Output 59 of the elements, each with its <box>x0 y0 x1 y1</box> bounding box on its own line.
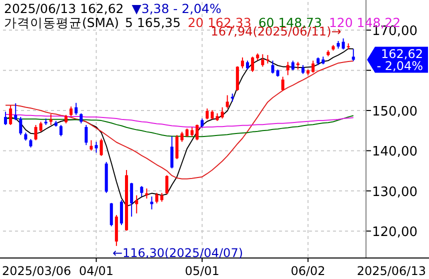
candlestick <box>240 56 244 69</box>
candlestick <box>39 121 42 132</box>
y-tick-label: 130,00 <box>372 184 418 200</box>
candlestick <box>34 124 38 141</box>
candlestick <box>140 186 144 198</box>
candlestick <box>251 56 254 72</box>
candlestick <box>130 182 134 218</box>
candlestick <box>94 141 98 154</box>
annotation: ▼3,38 - 2,04% <box>132 1 222 16</box>
candlestick <box>236 66 239 92</box>
candlestick <box>59 124 62 137</box>
candlestick <box>49 114 52 126</box>
text: 2025/06/13 <box>356 264 426 278</box>
text: 162,62 - 2,04% <box>376 46 423 73</box>
candlestick <box>70 106 73 117</box>
y-tick-label: 140,00 <box>372 144 418 160</box>
y-tick-label: 120,00 <box>372 225 418 240</box>
candlestick <box>9 104 12 126</box>
candlestick <box>4 111 8 126</box>
candlestick <box>210 110 214 120</box>
candlestick <box>342 38 345 50</box>
candlestick <box>281 76 284 92</box>
candlestick <box>110 202 113 227</box>
x-tick-label: 06/02 <box>290 264 326 278</box>
candlestick <box>90 140 93 152</box>
candlestick <box>271 60 274 74</box>
candlestick <box>14 102 18 121</box>
candlestick <box>135 194 138 214</box>
candlestick <box>120 200 123 226</box>
candlestick <box>220 106 224 120</box>
candlestick <box>261 54 264 68</box>
legend-title: 가격이동평균(SMA) <box>4 15 120 30</box>
candlestick <box>180 131 184 142</box>
x-tick-label: 04/01 <box>78 264 114 278</box>
candlestick <box>196 124 199 141</box>
candlestick <box>352 48 355 62</box>
candlestick <box>150 196 154 210</box>
candlestick <box>291 60 294 71</box>
candlestick <box>175 134 178 160</box>
x-tick-label: 05/01 <box>184 264 220 278</box>
candlestick <box>74 102 78 116</box>
candlestick <box>206 108 209 120</box>
candlestick <box>170 136 174 169</box>
candlestick <box>80 112 83 124</box>
candlestick <box>19 116 22 136</box>
candlestick <box>145 188 148 200</box>
annotation: ←116,30(2025/04/07) <box>112 246 244 260</box>
text: 5 165,35 <box>125 15 181 30</box>
candlestick <box>286 61 290 76</box>
candlestick <box>84 124 88 146</box>
text: 2025/03/06 <box>2 264 72 278</box>
y-tick-label: 150,00 <box>372 104 418 120</box>
candlestick <box>165 174 168 195</box>
candlestick <box>190 126 194 138</box>
candlestick <box>155 192 158 204</box>
candlestick <box>312 60 315 74</box>
candlestick <box>226 94 229 109</box>
candlestick <box>100 138 103 156</box>
annotation: 2025/06/13 162,62 <box>4 1 124 16</box>
